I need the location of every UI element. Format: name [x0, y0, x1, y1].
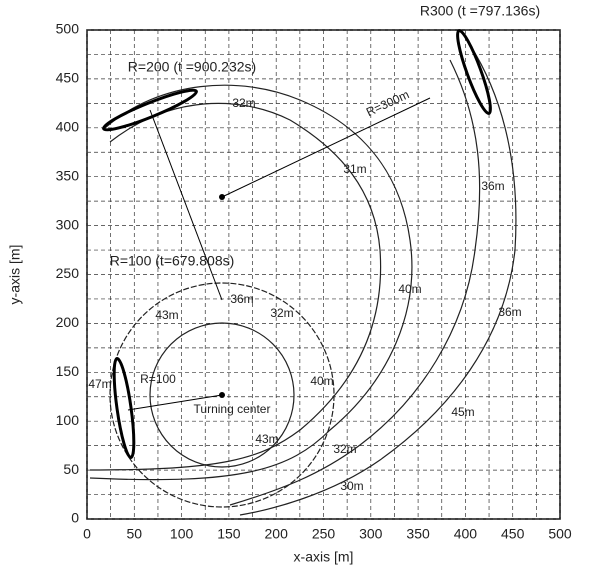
axes: 0 50 100 150 200 250 300 350 400 450 500 0 50 100 150 2…	[56, 21, 572, 542]
x-tick-label: 350	[406, 526, 430, 542]
annotation: 47m	[88, 377, 111, 391]
annotation: 36m	[230, 292, 253, 306]
y-tick-label: 350	[56, 167, 80, 183]
x-tick-label: 500	[548, 526, 572, 542]
annotation: 32m	[232, 96, 255, 110]
annotation: 43m	[255, 432, 278, 446]
y-tick-label: 0	[71, 510, 79, 526]
x-tick-label: 0	[83, 526, 91, 542]
slick-r300	[456, 29, 492, 115]
annotation: R=100 (t=679.808s)	[110, 253, 235, 269]
y-tick-label: 450	[56, 70, 80, 86]
y-tick-label: 150	[56, 363, 80, 379]
annotation: 36m	[498, 305, 521, 319]
x-tick-label: 450	[501, 526, 525, 542]
x-tick-label: 300	[359, 526, 383, 542]
y-tick-label: 300	[56, 216, 80, 232]
annotation: 30m	[340, 479, 363, 493]
annotation: R=200 (t =900.232s)	[128, 59, 256, 75]
inner-ring-edge	[149, 322, 295, 468]
r200-outer-path	[89, 102, 382, 471]
y-tick-label: 50	[63, 461, 79, 477]
r300-outer-path	[239, 44, 517, 516]
x-tick-label: 250	[312, 526, 336, 542]
y-tick-label: 500	[56, 21, 80, 37]
annotation: 32m	[333, 442, 356, 456]
annotation: 36m	[481, 179, 504, 193]
annotation: Turning center	[194, 402, 271, 416]
slick-r100	[112, 356, 136, 460]
y-tick-label: 200	[56, 314, 80, 330]
annotation: 32m	[270, 306, 293, 320]
x-tick-label: 50	[127, 526, 143, 542]
x-tick-label: 400	[454, 526, 478, 542]
radius-arrow	[221, 97, 431, 198]
outer-ring-edge	[109, 282, 335, 508]
annotation: 45m	[451, 405, 474, 419]
annotation: 40m	[310, 374, 333, 388]
y-tick-label: 100	[56, 412, 80, 428]
trajectory-drawings	[89, 29, 517, 516]
x-tick-label: 200	[265, 526, 289, 542]
annotation: R=100	[140, 372, 176, 386]
y-tick-label: 400	[56, 119, 80, 135]
x-tick-label: 100	[170, 526, 194, 542]
radius-arrow	[149, 109, 223, 301]
y-axis-label: y-axis [m]	[7, 245, 23, 305]
y-tick-label: 250	[56, 265, 80, 281]
x-axis-label: x-axis [m]	[294, 549, 354, 565]
x-tick-label: 150	[217, 526, 241, 542]
radius-arrow	[127, 394, 223, 411]
annotation: 43m	[155, 308, 178, 322]
r200-inner-path	[89, 84, 413, 481]
annotation: 40m	[398, 282, 421, 296]
annotation: R300 (t =797.136s)	[420, 3, 540, 19]
r300-inner-path	[229, 59, 481, 506]
annotation: 31m	[343, 162, 366, 176]
